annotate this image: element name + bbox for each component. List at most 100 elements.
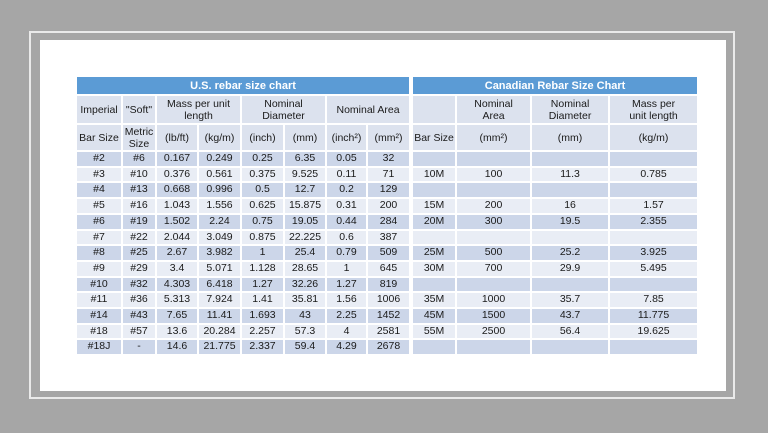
table-cell — [608, 338, 700, 357]
header-us-mass-per-unit-length: Mass per unit length — [155, 94, 242, 125]
table-cell — [455, 275, 533, 294]
table-row: #14 #43 7.65 11.41 1.693 43 2.25 1452 45M 1500 43.… — [75, 307, 700, 325]
header-ca-blank — [409, 94, 458, 125]
table-cell: 25.2 — [530, 244, 611, 262]
table-cell: 25.4 — [283, 244, 327, 262]
table-cell: 3.4 — [155, 259, 199, 278]
table-cell: 19.5 — [530, 212, 611, 231]
table-cell: 200 — [365, 197, 413, 215]
table-cell: 0.5 — [240, 181, 285, 200]
table-cell: 5.495 — [608, 259, 700, 278]
table-cell: 500 — [455, 244, 533, 262]
table-cell: 6.35 — [283, 150, 327, 168]
table-cell — [455, 150, 533, 168]
table-cell: 129 — [365, 181, 413, 200]
table-cell: 71 — [365, 165, 413, 184]
unit-us-metric-size: Metric Size — [121, 123, 157, 152]
table-cell: #6 — [75, 212, 123, 231]
table-cell: 645 — [365, 259, 413, 278]
table-cell: 6.418 — [197, 275, 242, 294]
table-cell: - — [121, 338, 157, 357]
table-cell: 0.668 — [155, 181, 199, 200]
table-cell: 1.56 — [325, 291, 368, 310]
header-ca-nominal-area: Nominal Area — [455, 94, 533, 125]
table-cell: 1.556 — [197, 197, 242, 215]
table-cell: 200 — [455, 197, 533, 215]
table-cell: 1.502 — [155, 212, 199, 231]
table-cell: #16 — [121, 197, 157, 215]
table-cell: 11.775 — [608, 307, 700, 325]
table-cell: 15M — [409, 197, 458, 215]
table-cell: 7.65 — [155, 307, 199, 325]
table-title-row: U.S. rebar size chart Canadian Rebar Siz… — [74, 75, 700, 96]
slide-page: U.S. rebar size chart Canadian Rebar Siz… — [40, 40, 726, 391]
table-cell: #43 — [121, 307, 157, 325]
table-cell: #18 — [75, 322, 123, 341]
table-cell: 0.785 — [608, 165, 700, 184]
table-cell: #6 — [121, 150, 157, 168]
unit-us-mm: (mm) — [283, 123, 327, 152]
table-cell: 1.693 — [240, 307, 285, 325]
table-row: #7 #22 2.044 3.049 0.875 22.225 0.6 387 — [75, 228, 700, 247]
table-unit-header-row: Bar Size Metric Size (lb/ft) (kg/m) (inc… — [75, 123, 700, 152]
table-cell — [530, 338, 611, 357]
table-cell: #2 — [75, 150, 123, 168]
table-cell: 0.25 — [240, 150, 285, 168]
table-cell: 20.284 — [197, 322, 242, 341]
table-cell: 0.996 — [197, 181, 242, 200]
table-cell: 4.29 — [325, 338, 368, 357]
unit-us-inch: (inch) — [240, 123, 285, 152]
table-cell — [455, 338, 533, 357]
table-cell: 700 — [455, 259, 533, 278]
table-cell: 2.044 — [155, 228, 199, 247]
table-cell: 0.249 — [197, 150, 242, 168]
table-cell: 5.313 — [155, 291, 199, 310]
table-cell: 5.071 — [197, 259, 242, 278]
unit-us-kg-m: (kg/m) — [197, 123, 242, 152]
table-cell: 10M — [409, 165, 458, 184]
table-cell: 2678 — [365, 338, 413, 357]
table-cell: 11.3 — [530, 165, 611, 184]
table-cell: 1.043 — [155, 197, 199, 215]
table-cell: #22 — [121, 228, 157, 247]
table-cell — [409, 275, 458, 294]
table-cell: 30M — [409, 259, 458, 278]
table-cell: 25M — [409, 244, 458, 262]
table-cell: #29 — [121, 259, 157, 278]
table-cell: 55M — [409, 322, 458, 341]
header-ca-mass-per-unit-length: Mass per unit length — [608, 94, 700, 125]
unit-ca-mm2: (mm²) — [455, 123, 533, 152]
table-cell: 35.7 — [530, 291, 611, 310]
table-cell: 284 — [365, 212, 413, 231]
table-cell: #10 — [75, 275, 123, 294]
table-cell: 22.225 — [283, 228, 327, 247]
table-cell: 1452 — [365, 307, 413, 325]
table-cell: 0.375 — [240, 165, 285, 184]
table-cell: #36 — [121, 291, 157, 310]
header-us-nominal-diameter: Nominal Diameter — [240, 94, 327, 125]
table-cell: #32 — [121, 275, 157, 294]
table-cell: 16 — [530, 197, 611, 215]
table-cell: #5 — [75, 197, 123, 215]
table-cell: #3 — [75, 165, 123, 184]
table-cell: 0.11 — [325, 165, 368, 184]
table-cell: 1 — [240, 244, 285, 262]
table-cell: 35M — [409, 291, 458, 310]
table-cell: 7.85 — [608, 291, 700, 310]
table-cell: 1006 — [365, 291, 413, 310]
table-cell: 15.875 — [283, 197, 327, 215]
unit-us-mm2: (mm²) — [365, 123, 413, 152]
table-cell: 3.925 — [608, 244, 700, 262]
header-imperial: Imperial — [75, 94, 123, 125]
table-cell: 1.41 — [240, 291, 285, 310]
table-row: #10 #32 4.303 6.418 1.27 32.26 1.27 819 — [75, 275, 700, 294]
table-cell: 2.67 — [155, 244, 199, 262]
unit-ca-mm: (mm) — [530, 123, 611, 152]
rebar-size-table: U.S. rebar size chart Canadian Rebar Siz… — [74, 75, 700, 357]
table-cell: #25 — [121, 244, 157, 262]
table-cell: 43 — [283, 307, 327, 325]
table-cell: #7 — [75, 228, 123, 247]
table-row: #18 #57 13.6 20.284 2.257 57.3 4 2581 55M 2500 56.… — [75, 322, 700, 341]
table-cell: 2.25 — [325, 307, 368, 325]
table-cell: 11.41 — [197, 307, 242, 325]
